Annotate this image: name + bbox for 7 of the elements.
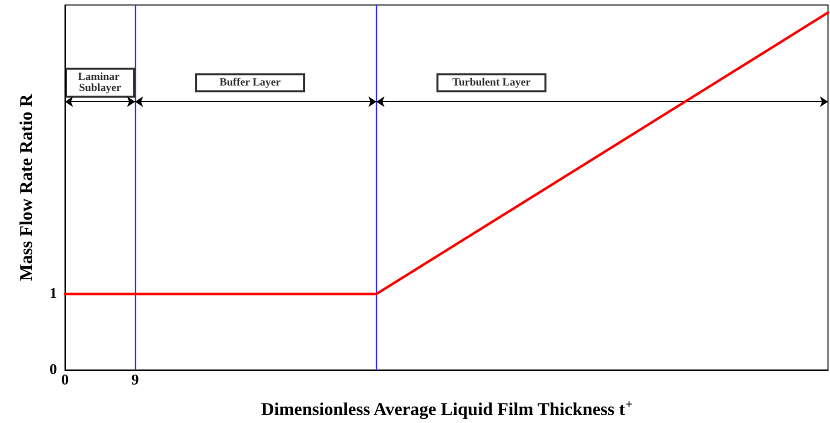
y-tick-label: 1 (50, 286, 57, 302)
y-axis-title: Mass Flow Rate Ratio R (16, 93, 36, 281)
annotation: Laminar Sublayer (78, 71, 122, 94)
annotation: Turbulent Layer (452, 76, 531, 89)
annotation: Buffer Layer (219, 76, 281, 89)
x-tick-label: 9 (131, 372, 139, 388)
x-axis-title: Dimensionless Average Liquid Film Thickness t+ (261, 397, 633, 419)
